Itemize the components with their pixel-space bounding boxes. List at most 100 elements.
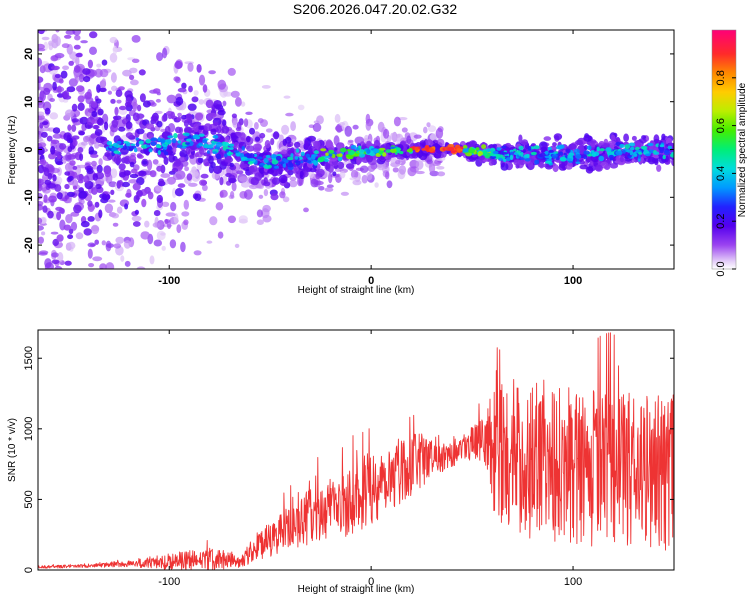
- spectrogram-body-blob: [176, 116, 182, 122]
- spectrogram-core-blob: [447, 144, 455, 148]
- spectrogram-body-blob: [147, 191, 154, 200]
- spectrogram-core-blob: [286, 162, 294, 168]
- spectrogram-noise-blob: [208, 70, 216, 75]
- spectrogram-noise-blob: [390, 132, 395, 141]
- spectrogram-body-blob: [579, 164, 588, 170]
- spectrogram-body-blob: [552, 164, 559, 173]
- spectrogram-body-blob: [67, 124, 72, 131]
- spectrogram-core-blob: [300, 151, 305, 157]
- snr-y-tick-label: 500: [23, 490, 35, 508]
- spectrogram-body-blob: [83, 76, 91, 83]
- spectrogram-noise-blob: [352, 179, 362, 186]
- spectrogram-noise-blob: [94, 68, 103, 78]
- spectrogram-core-blob: [167, 135, 174, 139]
- spectrogram-body-blob: [112, 115, 122, 121]
- spectrogram-core-blob: [506, 157, 511, 162]
- spectrogram-body-blob: [175, 96, 184, 106]
- spectrogram-core-blob: [489, 147, 496, 153]
- spectrogram-noise-blob: [46, 288, 55, 291]
- spectrogram-noise-blob: [215, 202, 224, 211]
- spectrogram-noise-blob: [134, 26, 140, 29]
- spectrogram-core-blob: [634, 146, 640, 151]
- spectrogram-body-blob: [125, 121, 133, 130]
- spectrogram-body-blob: [113, 155, 122, 165]
- spectrogram-core-blob: [295, 148, 300, 153]
- spectrogram-noise-blob: [130, 79, 139, 86]
- spectrogram-body-blob: [71, 118, 79, 123]
- spectrogram-body-blob: [254, 136, 261, 142]
- spectrogram-noise-blob: [256, 209, 263, 218]
- spectrogram-core-blob: [379, 147, 386, 151]
- spectrogram-body-blob: [136, 153, 143, 158]
- spectrogram-core-blob: [241, 146, 246, 151]
- spectrogram-body-blob: [137, 104, 142, 112]
- spectrogram-core-blob: [565, 148, 571, 154]
- spectrogram-core-blob: [598, 155, 605, 162]
- spectrogram-noise-blob: [38, 304, 46, 314]
- spectrogram-body-blob: [177, 87, 187, 93]
- spectrogram-noise-blob: [157, 12, 163, 18]
- spectrogram-noise-blob: [38, 250, 49, 255]
- spectrogram-noise-blob: [133, 16, 140, 22]
- spectrogram-core-blob: [599, 148, 605, 152]
- spectrogram-core-blob: [518, 152, 522, 156]
- spectrogram-body-blob: [56, 155, 62, 160]
- spectrogram-body-blob: [87, 216, 95, 222]
- spectrogram-body-blob: [54, 73, 61, 79]
- spectrogram-y-label: Frequency (Hz): [7, 116, 18, 185]
- spectrogram-noise-blob: [74, 34, 81, 41]
- spectrogram-core-blob: [168, 145, 172, 151]
- spectrogram-body-blob: [233, 142, 239, 149]
- spectrogram-core-blob: [629, 146, 635, 151]
- spectrogram-body-blob: [150, 115, 158, 122]
- spectrogram-core-blob: [462, 148, 469, 153]
- spectrogram-body-blob: [124, 90, 133, 99]
- spectrogram-core-blob: [119, 143, 124, 149]
- spectrogram-core-blob: [275, 155, 282, 161]
- spectrogram-noise-blob: [94, 15, 103, 24]
- spectrogram-body-blob: [270, 138, 275, 146]
- spectrogram-noise-blob: [339, 122, 346, 126]
- snr-series-line: [38, 332, 674, 570]
- spectrogram-core-blob: [382, 152, 387, 157]
- spectrogram-body-blob: [114, 106, 119, 116]
- spectrogram-core-blob: [215, 141, 223, 148]
- spectrogram-noise-blob: [169, 239, 177, 249]
- spectrogram-core-blob: [569, 154, 574, 157]
- spectrogram-noise-blob: [35, 15, 42, 18]
- spectrogram-core-blob: [160, 138, 166, 144]
- spectrogram-noise-blob: [316, 115, 324, 125]
- spectrogram-noise-blob: [131, 58, 140, 63]
- spectrogram-noise-blob: [350, 169, 359, 179]
- spectrogram-body-blob: [129, 161, 135, 168]
- spectrogram-body-blob: [38, 146, 45, 156]
- spectrogram-body-blob: [164, 218, 169, 225]
- spectrogram-core-blob: [176, 144, 183, 149]
- spectrogram-noise-blob: [41, 127, 51, 132]
- spectrogram-noise-blob: [38, 192, 43, 200]
- spectrogram-body-blob: [78, 191, 88, 199]
- spectrogram-noise-blob: [115, 236, 125, 244]
- spectrogram-noise-blob: [339, 171, 346, 179]
- spectrogram-core-blob: [548, 150, 554, 153]
- spectrogram-noise-blob: [156, 52, 164, 62]
- spectrogram-core-blob: [134, 147, 138, 153]
- spectrogram-core-blob: [629, 150, 634, 156]
- spectrogram-body-blob: [71, 103, 78, 112]
- spectrogram-core-blob: [313, 160, 319, 166]
- spectrogram-x-tick-label: 100: [564, 275, 582, 287]
- spectrogram-body-blob: [64, 195, 70, 200]
- spectrogram-core-blob: [501, 145, 507, 149]
- spectrogram-noise-blob: [297, 104, 305, 111]
- spectrogram-core-blob: [163, 151, 169, 156]
- spectrogram-noise-blob: [156, 230, 166, 241]
- spectrogram-body-blob: [97, 108, 104, 116]
- spectrogram-body-blob: [59, 143, 67, 150]
- spectrogram-body-blob: [609, 163, 619, 169]
- spectrogram-body-blob: [186, 173, 193, 181]
- spectrogram-body-blob: [55, 206, 63, 211]
- spectrogram-body-blob: [217, 109, 226, 116]
- spectrogram-noise-blob: [386, 180, 393, 189]
- spectrogram-noise-blob: [398, 165, 407, 175]
- spectrogram-core-blob: [324, 155, 330, 159]
